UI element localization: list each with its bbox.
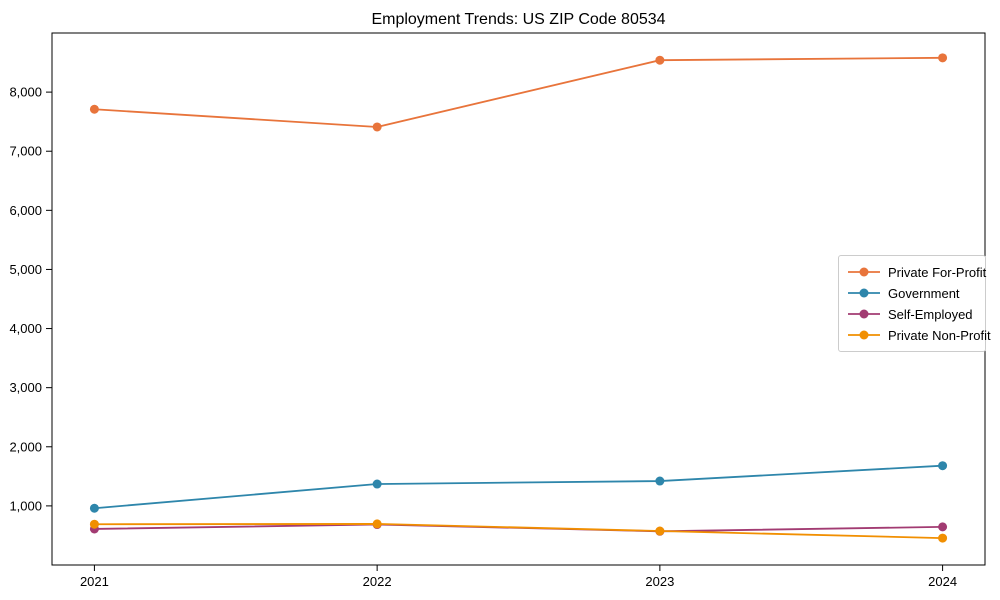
data-point-private-for-profit <box>372 122 382 132</box>
series-line-private-for-profit <box>93 56 944 128</box>
x-tick-label: 2024 <box>928 574 957 589</box>
data-point-private-non-profit <box>372 519 382 529</box>
data-point-private-for-profit <box>89 104 99 114</box>
y-tick-label: 4,000 <box>9 321 42 336</box>
data-point-private-for-profit <box>655 55 665 65</box>
data-point-private-for-profit <box>938 53 948 63</box>
y-tick-label: 3,000 <box>9 380 42 395</box>
y-tick-label: 1,000 <box>9 498 42 513</box>
legend-label: Government <box>888 285 960 301</box>
chart-title: Employment Trends: US ZIP Code 80534 <box>371 11 666 28</box>
legend: Private For-Profit Government Self-Employe… <box>838 255 991 352</box>
legend-entry-self-employed: Self-Employed <box>847 305 977 323</box>
series-line-government <box>93 464 944 510</box>
legend-label: Private For-Profit <box>888 264 987 280</box>
y-tick-label: 8,000 <box>9 85 42 100</box>
x-tick-label: 2021 <box>80 574 109 589</box>
legend-entry-private-for-profit: Private For-Profit <box>847 263 986 281</box>
y-tick-label: 5,000 <box>9 262 42 277</box>
series-line-private-non-profit <box>93 523 944 540</box>
data-point-private-non-profit <box>655 526 665 536</box>
data-point-private-non-profit <box>938 533 948 543</box>
legend-swatch-self-employed <box>848 309 880 319</box>
y-tick-label: 6,000 <box>9 203 42 218</box>
legend-label: Private Non-Profit <box>888 327 991 343</box>
data-point-government <box>372 479 382 489</box>
legend-swatch-government <box>848 288 880 298</box>
data-point-government <box>938 461 948 471</box>
data-point-private-non-profit <box>89 519 99 529</box>
legend-label: Self-Employed <box>888 306 973 322</box>
legend-entry-private-non-profit: Private Non-Profit <box>847 326 991 344</box>
y-tick-label: 2,000 <box>9 439 42 454</box>
data-point-government <box>89 503 99 513</box>
legend-swatch-private-non-profit <box>848 330 880 340</box>
data-point-self-employed <box>938 522 948 532</box>
x-tick-label: 2023 <box>645 574 674 589</box>
legend-swatch-private-for-profit <box>848 267 880 277</box>
legend-entry-government: Government <box>847 284 977 302</box>
x-tick-label: 2022 <box>363 574 392 589</box>
data-point-government <box>655 476 665 486</box>
y-tick-label: 7,000 <box>9 144 42 159</box>
